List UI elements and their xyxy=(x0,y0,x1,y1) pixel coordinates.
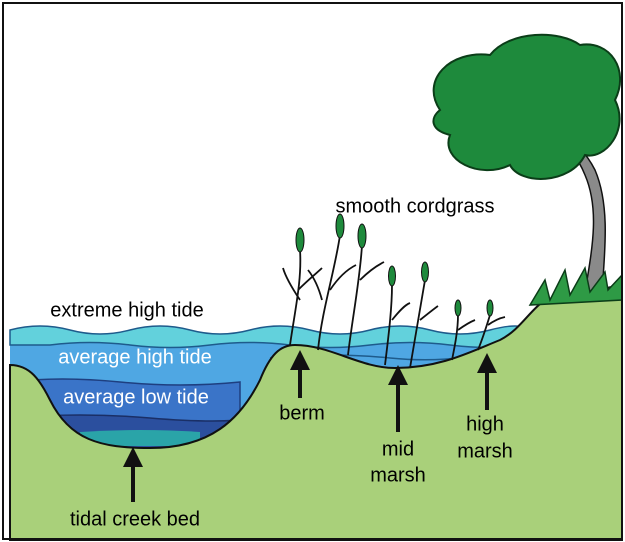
label: berm xyxy=(279,402,325,424)
label: marsh xyxy=(457,440,513,462)
arrows xyxy=(131,365,489,502)
label: marsh xyxy=(370,464,426,486)
label: average low tide xyxy=(63,386,209,408)
label: average high tide xyxy=(58,346,211,368)
creek-bed xyxy=(80,430,200,446)
label: tidal creek bed xyxy=(70,508,200,530)
label: smooth cordgrass xyxy=(336,195,495,217)
arrowheads xyxy=(123,350,497,467)
label: mid xyxy=(382,438,414,460)
label: extreme high tide xyxy=(50,299,203,321)
extreme-high-water xyxy=(9,325,531,349)
label: high xyxy=(466,413,504,435)
ground xyxy=(9,283,623,541)
cordgrass xyxy=(282,234,506,369)
tree-canopy xyxy=(432,33,621,180)
seed-heads xyxy=(295,213,494,317)
